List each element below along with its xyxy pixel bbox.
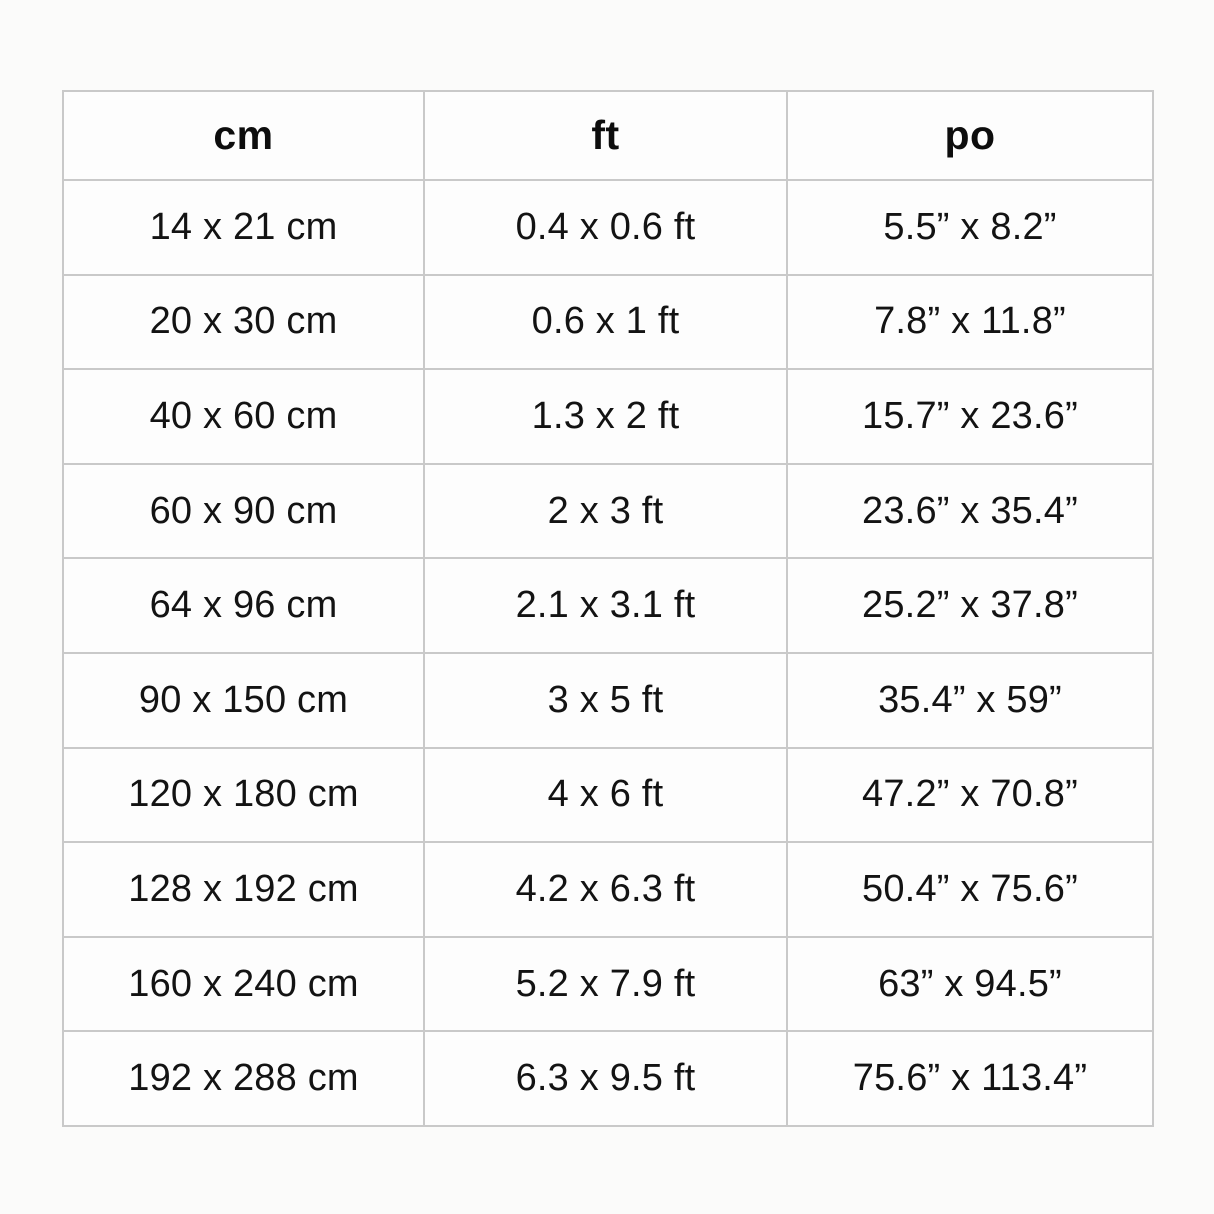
cell-cm: 120 x 180 cm [62,746,425,844]
table-row: 40 x 60 cm 1.3 x 2 ft 15.7” x 23.6” [62,368,1154,465]
cell-cm: 160 x 240 cm [62,935,425,1033]
cell-cm: 90 x 150 cm [62,651,425,749]
column-header-ft: ft [423,90,788,181]
cell-ft: 3 x 5 ft [423,651,788,749]
table-row: 120 x 180 cm 4 x 6 ft 47.2” x 70.8” [62,746,1154,844]
table-row: 192 x 288 cm 6.3 x 9.5 ft 75.6” x 113.4” [62,1030,1154,1127]
cell-po: 7.8” x 11.8” [786,273,1154,371]
cell-ft: 0.6 x 1 ft [423,273,788,371]
cell-ft: 0.4 x 0.6 ft [423,179,788,276]
table-row: 14 x 21 cm 0.4 x 0.6 ft 5.5” x 8.2” [62,179,1154,276]
size-conversion-table: cm ft po 14 x 21 cm 0.4 x 0.6 ft 5.5” x … [62,90,1154,1127]
cell-cm: 40 x 60 cm [62,368,425,465]
cell-cm: 192 x 288 cm [62,1030,425,1127]
table-row: 160 x 240 cm 5.2 x 7.9 ft 63” x 94.5” [62,935,1154,1033]
cell-ft: 2.1 x 3.1 ft [423,557,788,654]
cell-po: 47.2” x 70.8” [786,746,1154,844]
column-header-cm: cm [62,90,425,181]
cell-po: 15.7” x 23.6” [786,368,1154,465]
cell-ft: 2 x 3 ft [423,462,788,560]
cell-ft: 6.3 x 9.5 ft [423,1030,788,1127]
table-row: 128 x 192 cm 4.2 x 6.3 ft 50.4” x 75.6” [62,841,1154,938]
cell-po: 25.2” x 37.8” [786,557,1154,654]
column-header-po: po [786,90,1154,181]
table-row: 90 x 150 cm 3 x 5 ft 35.4” x 59” [62,651,1154,749]
table-row: 20 x 30 cm 0.6 x 1 ft 7.8” x 11.8” [62,273,1154,371]
cell-po: 75.6” x 113.4” [786,1030,1154,1127]
table-row: 60 x 90 cm 2 x 3 ft 23.6” x 35.4” [62,462,1154,560]
table-body: 14 x 21 cm 0.4 x 0.6 ft 5.5” x 8.2” 20 x… [62,179,1154,1127]
cell-po: 50.4” x 75.6” [786,841,1154,938]
cell-cm: 60 x 90 cm [62,462,425,560]
table-header-row: cm ft po [62,90,1154,181]
cell-po: 23.6” x 35.4” [786,462,1154,560]
table-row: 64 x 96 cm 2.1 x 3.1 ft 25.2” x 37.8” [62,557,1154,654]
cell-ft: 1.3 x 2 ft [423,368,788,465]
cell-cm: 20 x 30 cm [62,273,425,371]
cell-ft: 4.2 x 6.3 ft [423,841,788,938]
cell-po: 35.4” x 59” [786,651,1154,749]
cell-cm: 14 x 21 cm [62,179,425,276]
size-conversion-table-container: cm ft po 14 x 21 cm 0.4 x 0.6 ft 5.5” x … [62,90,1154,1127]
cell-po: 5.5” x 8.2” [786,179,1154,276]
table-header: cm ft po [62,90,1154,181]
cell-cm: 128 x 192 cm [62,841,425,938]
cell-cm: 64 x 96 cm [62,557,425,654]
cell-ft: 5.2 x 7.9 ft [423,935,788,1033]
cell-po: 63” x 94.5” [786,935,1154,1033]
cell-ft: 4 x 6 ft [423,746,788,844]
